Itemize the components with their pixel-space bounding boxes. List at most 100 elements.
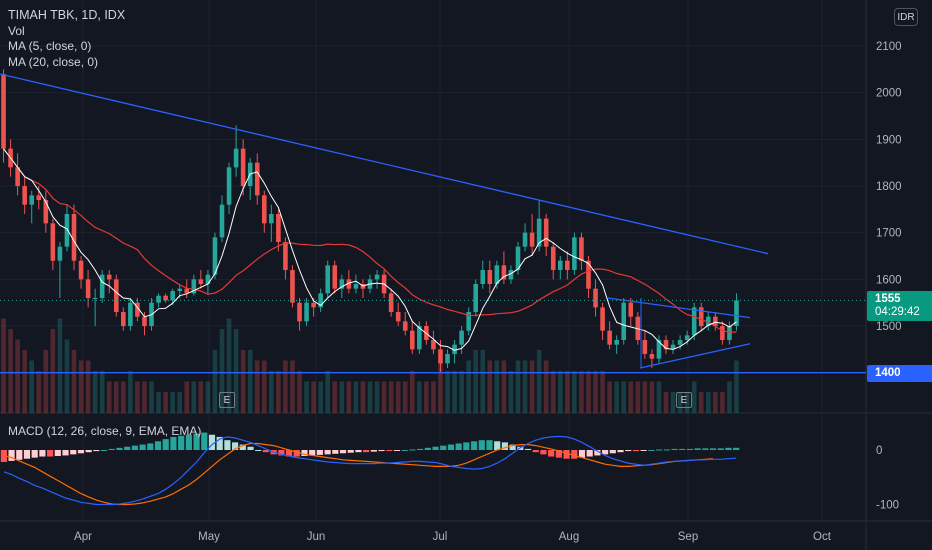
candle-body [536,218,542,247]
volume-bar [670,392,676,413]
volume-bar [698,392,704,413]
volume-bar [57,318,63,413]
candle-body [43,200,49,224]
volume-bar [311,381,316,413]
currency-button[interactable]: IDR [894,8,918,26]
volume-bar [92,371,98,413]
moving-averages [3,148,737,351]
candle-body [332,265,338,289]
volume-bar [388,381,394,413]
candle-body [417,326,422,350]
macd-histogram-bar [378,450,385,452]
horizontal-level-tag: 1400 [867,365,932,382]
macd-histogram-bar [170,436,177,450]
price-tick-label: 1700 [876,228,902,240]
legend-vol[interactable]: Vol [8,23,25,38]
volume-bar [720,392,725,413]
volume-bar [494,360,500,413]
macd-histogram-bar [501,442,508,450]
candle-body [670,344,676,350]
macd-histogram-bar [578,450,586,458]
candle-body [579,237,584,261]
macd-histogram-bar [393,450,401,451]
volume-bar [29,360,35,413]
volume-bar [628,381,634,413]
candle-body [22,186,27,205]
candle-body [198,279,204,285]
volume-bar [374,381,380,413]
candle-body [374,274,380,280]
macd-histogram-bar [602,450,609,455]
candle-body [431,340,436,350]
macd-histogram-bar [548,450,555,457]
macd-histogram-bar [232,442,239,450]
macd-histogram-bar [193,433,200,450]
macd-histogram-bar [401,450,408,451]
legend-ma20[interactable]: MA (20, close, 0) [8,54,99,69]
volume-bar [78,360,84,413]
price-tick-label: 1900 [876,134,902,146]
volume-bar [395,381,401,413]
macd-histogram-bar [23,450,31,459]
time-tick-label: Jul [433,531,448,543]
legend-ma5[interactable]: MA (5, close, 0) [8,39,92,53]
macd-histogram-bar [563,450,570,459]
legend-macd[interactable]: MACD (12, 26, close, 9, EMA, EMA) [8,424,202,438]
macd-histogram-bar [432,446,439,450]
candle-body [353,284,359,289]
volume-bar [473,350,479,413]
chart-legend: TIMAH TBK, 1D, IDX Vol MA (5, close, 0) … [8,8,125,70]
candle-body [452,344,457,355]
macd-histogram-bar [709,448,717,450]
candle-body [438,349,443,364]
macd-histogram-bar [139,444,146,450]
volume-bar [522,360,528,413]
candle-body [276,214,281,243]
candle-body [684,335,690,341]
trendlines[interactable] [0,73,866,374]
macd-histogram-bar [609,450,616,454]
candle-body [649,354,655,359]
volume-bar [367,381,373,413]
symbol-title[interactable]: TIMAH TBK, 1D, IDX [8,8,126,22]
candle-body [15,167,20,187]
macd-histogram-bar [347,450,354,453]
earnings-marker[interactable]: E [676,392,692,408]
price-tick-label: 2000 [876,88,902,100]
candle-body [1,74,6,149]
macd-histogram-bar [540,450,547,455]
candle-body [64,214,70,247]
candle-body [727,326,732,341]
macd-histogram-bar [16,450,23,460]
candle-body [677,340,683,345]
volume-bar [360,381,366,413]
volume-bar [734,360,739,413]
candle-body [522,232,528,247]
time-tick-label: May [198,531,220,543]
time-tick-label: Aug [559,531,579,543]
candles [1,69,739,373]
candle-body [71,214,77,261]
macd-histogram-bar [455,443,462,450]
candle-body [92,298,98,300]
macd-histogram-bar [463,442,470,450]
candle-body [163,295,168,301]
candle-body [254,162,260,196]
volume-bar [290,360,295,413]
candle-body [713,316,718,327]
candle-body [311,302,316,308]
macd-histogram-bar [70,450,77,455]
price-tick-label: 1600 [876,274,902,286]
volume-bar [565,371,570,413]
macd-histogram-bar [62,450,69,456]
volume-bar [43,350,49,413]
candle-body [402,321,408,331]
ma5-line [3,148,737,351]
macd-histogram-bar [494,441,501,450]
earnings-marker[interactable]: E [219,392,235,408]
macd-histogram-bar [201,432,208,450]
macd-histogram-bar [131,445,138,450]
volume-bar [276,371,281,413]
volume-bar [557,371,563,413]
